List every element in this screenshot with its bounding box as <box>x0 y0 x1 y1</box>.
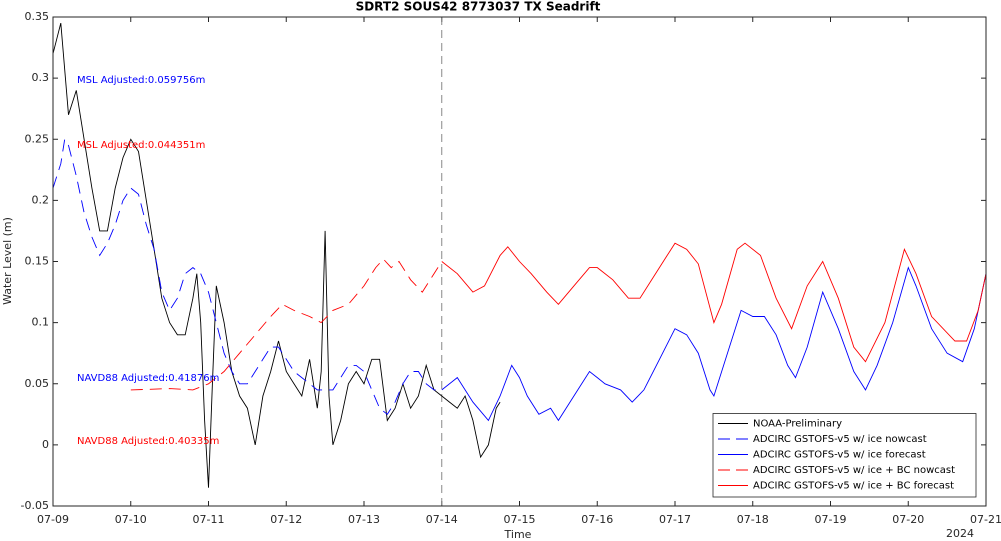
x-tick-label: 07-09 <box>37 513 69 526</box>
x-tick-label: 07-20 <box>892 513 924 526</box>
legend-label: NOAA-Preliminary <box>753 419 842 430</box>
x-tick-label: 07-19 <box>815 513 847 526</box>
y-tick-label: 0.35 <box>25 10 50 23</box>
legend-label: ADCIRC GSTOFS-v5 w/ ice forecast <box>753 450 926 461</box>
x-tick-label: 07-12 <box>270 513 302 526</box>
x-tick-label: 07-10 <box>115 513 147 526</box>
y-tick-label: 0 <box>42 438 49 451</box>
x-tick-label: 07-17 <box>659 513 691 526</box>
series-line <box>52 22 501 488</box>
x-tick-label: 07-13 <box>348 513 380 526</box>
chart-title: SDRT2 SOUS42 8773037 TX Seadrift <box>356 0 601 14</box>
x-tick-label: 07-15 <box>504 513 536 526</box>
y-axis-label: Water Level (m) <box>1 217 14 305</box>
legend-label: ADCIRC GSTOFS-v5 w/ ice nowcast <box>753 434 927 445</box>
legend-label: ADCIRC GSTOFS-v5 w/ ice + BC nowcast <box>753 465 955 476</box>
series-line <box>441 242 987 363</box>
annotation: MSL Adjusted:0.044351m <box>77 140 205 151</box>
x-axis-label: Time <box>504 528 532 541</box>
y-tick-label: 0.1 <box>32 316 50 329</box>
y-tick-label: 0.05 <box>25 377 50 390</box>
series-line <box>52 138 442 415</box>
y-tick-label: -0.05 <box>21 499 49 512</box>
annotation: NAVD88 Adjusted:0.41876m <box>77 373 219 384</box>
x-tick-label: 07-14 <box>426 513 458 526</box>
x-tick-label: 07-18 <box>737 513 769 526</box>
annotation: MSL Adjusted:0.059756m <box>77 75 205 86</box>
legend-box <box>712 413 977 498</box>
y-tick-label: 0.3 <box>32 71 50 84</box>
x-tick-label: 07-21 <box>970 513 1001 526</box>
annotation: NAVD88 Adjusted:0.40335m <box>77 436 219 447</box>
axes-frame <box>52 16 987 507</box>
y-tick-label: 0.2 <box>32 193 50 206</box>
legend-label: ADCIRC GSTOFS-v5 w/ ice + BC forecast <box>753 481 954 492</box>
x-tick-label: 07-11 <box>193 513 225 526</box>
x-tick-label: 07-16 <box>581 513 613 526</box>
y-tick-label: 0.25 <box>25 132 50 145</box>
series-line <box>130 258 443 391</box>
series-line <box>441 266 987 422</box>
y-tick-label: 0.15 <box>25 255 50 268</box>
x-year-label: 2024 <box>946 527 974 540</box>
